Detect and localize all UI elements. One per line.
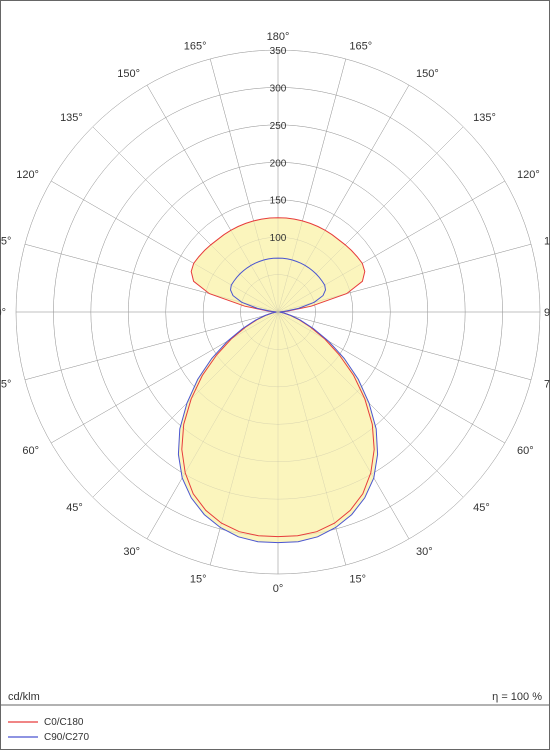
angle-label: 15° [349,574,366,586]
angle-label: 75° [544,378,550,390]
polar-chart-container: { "chart": { "type": "polar-photometric"… [0,0,550,750]
angle-label: 0° [273,583,284,595]
angle-label: 60° [517,445,534,457]
legend-label: C0/C180 [44,717,84,728]
angle-label: 75° [0,378,11,390]
angle-label: 180° [267,31,290,43]
legend-label: C90/C270 [44,732,89,743]
ring-label: 100 [270,233,287,244]
angle-label: 15° [190,574,207,586]
footer-left: cd/klm [8,691,40,703]
angle-label: 105° [544,236,550,248]
angle-label: 150° [117,68,140,80]
angle-label: 135° [60,112,83,124]
angle-label: 135° [473,112,496,124]
angle-label: 60° [22,445,39,457]
angle-label: 90° [0,307,6,319]
angle-label: 45° [66,502,83,514]
ring-label: 200 [270,158,287,169]
angle-label: 165° [349,40,372,52]
angle-label: 150° [416,68,439,80]
ring-label: 300 [270,83,287,94]
ring-label: 350 [270,46,287,57]
polar-chart-svg: 100 150 200 250 300 350 0° 15° 15° 30° 30° 45° 45° 60… [0,0,550,750]
angle-label: 30° [416,546,433,558]
ring-label: 150 [270,196,287,207]
angle-label: 120° [517,169,540,181]
angle-label: 30° [123,546,140,558]
angle-label: 45° [473,502,490,514]
angle-label: 120° [16,169,39,181]
ring-label: 250 [270,121,287,132]
angle-label: 105° [0,236,11,248]
angle-label: 165° [184,40,207,52]
footer-right: η = 100 % [492,691,542,703]
angle-label: 90° [544,307,550,319]
